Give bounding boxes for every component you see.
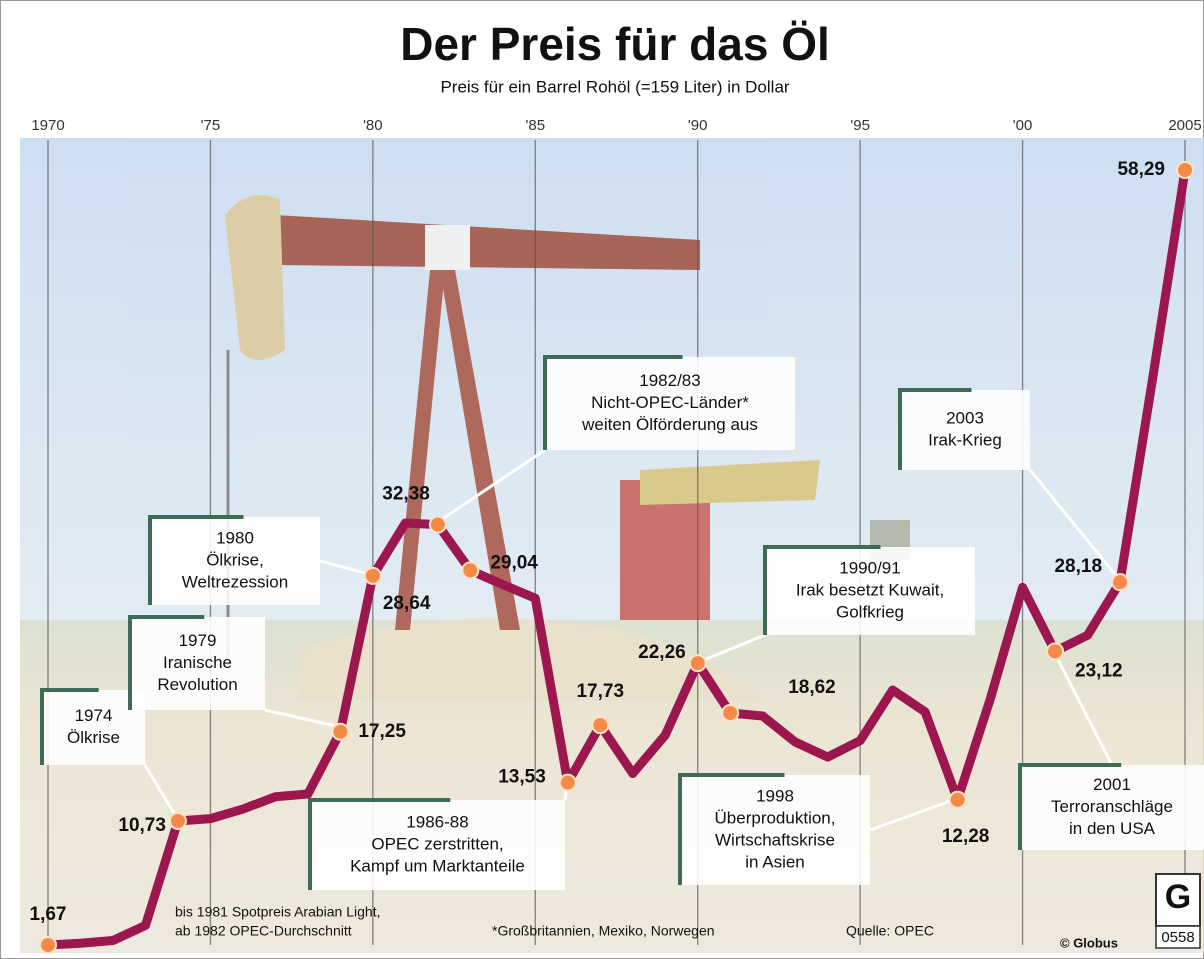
annotation-text: Überproduktion, bbox=[715, 808, 836, 827]
value-label: 32,38 bbox=[382, 484, 430, 505]
annotation-text: Iranische bbox=[163, 653, 232, 672]
data-point bbox=[170, 813, 186, 829]
value-label: 10,73 bbox=[118, 815, 166, 836]
data-point bbox=[690, 655, 706, 671]
annotation-text: Nicht-OPEC-Länder* bbox=[591, 393, 749, 412]
annotation-text: 1979 bbox=[179, 631, 217, 650]
annotation-text: 1982/83 bbox=[639, 371, 700, 390]
chart-title: Der Preis für das Öl bbox=[400, 18, 830, 70]
annotation-text: 1986-88 bbox=[406, 812, 468, 831]
value-label: 58,29 bbox=[1117, 159, 1165, 180]
value-label: 17,73 bbox=[576, 681, 624, 702]
x-tick-label: '90 bbox=[688, 117, 708, 134]
credit: © Globus bbox=[1060, 935, 1118, 950]
data-point bbox=[462, 562, 478, 578]
value-label: 12,28 bbox=[942, 826, 990, 847]
x-tick-label: 2005 bbox=[1168, 117, 1201, 134]
source: Quelle: OPEC bbox=[846, 923, 934, 939]
x-tick-label: 1970 bbox=[31, 117, 64, 134]
x-tick-label: '95 bbox=[850, 117, 870, 134]
annotation-text: in den USA bbox=[1069, 819, 1156, 838]
annotation-text: 2003 bbox=[946, 408, 984, 427]
annotation-text: Ölkrise, bbox=[206, 550, 264, 569]
data-point bbox=[365, 568, 381, 584]
annotation-text: Kampf um Marktanteile bbox=[350, 856, 525, 875]
x-tick-label: '00 bbox=[1013, 117, 1033, 134]
data-point bbox=[430, 517, 446, 533]
data-point bbox=[722, 705, 738, 721]
annotation-text: 1998 bbox=[756, 786, 794, 805]
value-label: 13,53 bbox=[498, 767, 546, 788]
data-point bbox=[950, 792, 966, 808]
value-label: 1,67 bbox=[30, 904, 67, 925]
value-label: 28,64 bbox=[383, 593, 431, 614]
annotation-text: Terroranschläge bbox=[1051, 797, 1173, 816]
value-label: 22,26 bbox=[638, 642, 686, 663]
value-label: 17,25 bbox=[358, 721, 406, 742]
chart: Der Preis für das Öl Preis für ein Barre… bbox=[0, 0, 1204, 959]
value-label: 23,12 bbox=[1075, 660, 1123, 681]
code: 0558 bbox=[1161, 929, 1194, 946]
x-tick-label: '75 bbox=[201, 117, 221, 134]
x-tick-label: '80 bbox=[363, 117, 383, 134]
annotation-text: 1980 bbox=[216, 528, 254, 547]
data-point bbox=[1047, 643, 1063, 659]
annotation-text: Ölkrise bbox=[67, 728, 120, 747]
value-label: 28,18 bbox=[1054, 556, 1102, 577]
value-label: 18,62 bbox=[788, 677, 836, 698]
annotation-text: in Asien bbox=[745, 852, 805, 871]
annotation-text: Wirtschaftskrise bbox=[715, 830, 835, 849]
data-point bbox=[332, 724, 348, 740]
footnote: *Großbritannien, Mexiko, Norwegen bbox=[492, 923, 715, 939]
data-point bbox=[560, 775, 576, 791]
annotation-text: weiten Ölförderung aus bbox=[581, 415, 758, 434]
data-point bbox=[40, 937, 56, 953]
note: bis 1981 Spotpreis Arabian Light, bbox=[175, 904, 380, 920]
data-point bbox=[1177, 162, 1193, 178]
note: ab 1982 OPEC-Durchschnitt bbox=[175, 923, 352, 939]
annotation-text: 1974 bbox=[75, 706, 113, 725]
annotation-text: 1990/91 bbox=[839, 558, 900, 577]
annotation-text: OPEC zerstritten, bbox=[371, 834, 503, 853]
annotation-text: 2001 bbox=[1093, 775, 1131, 794]
x-tick-label: '85 bbox=[526, 117, 546, 134]
value-label: 29,04 bbox=[490, 552, 538, 573]
annotation-text: Irak besetzt Kuwait, bbox=[796, 580, 944, 599]
data-point bbox=[1112, 574, 1128, 590]
annotation-text: Revolution bbox=[157, 675, 237, 694]
annotation-text: Weltrezession bbox=[182, 572, 288, 591]
logo: G bbox=[1165, 878, 1191, 916]
annotation-text: Irak-Krieg bbox=[928, 430, 1002, 449]
chart-subtitle: Preis für ein Barrel Rohöl (=159 Liter) … bbox=[440, 77, 789, 96]
annotation-text: Golfkrieg bbox=[836, 602, 904, 621]
data-point bbox=[592, 717, 608, 733]
